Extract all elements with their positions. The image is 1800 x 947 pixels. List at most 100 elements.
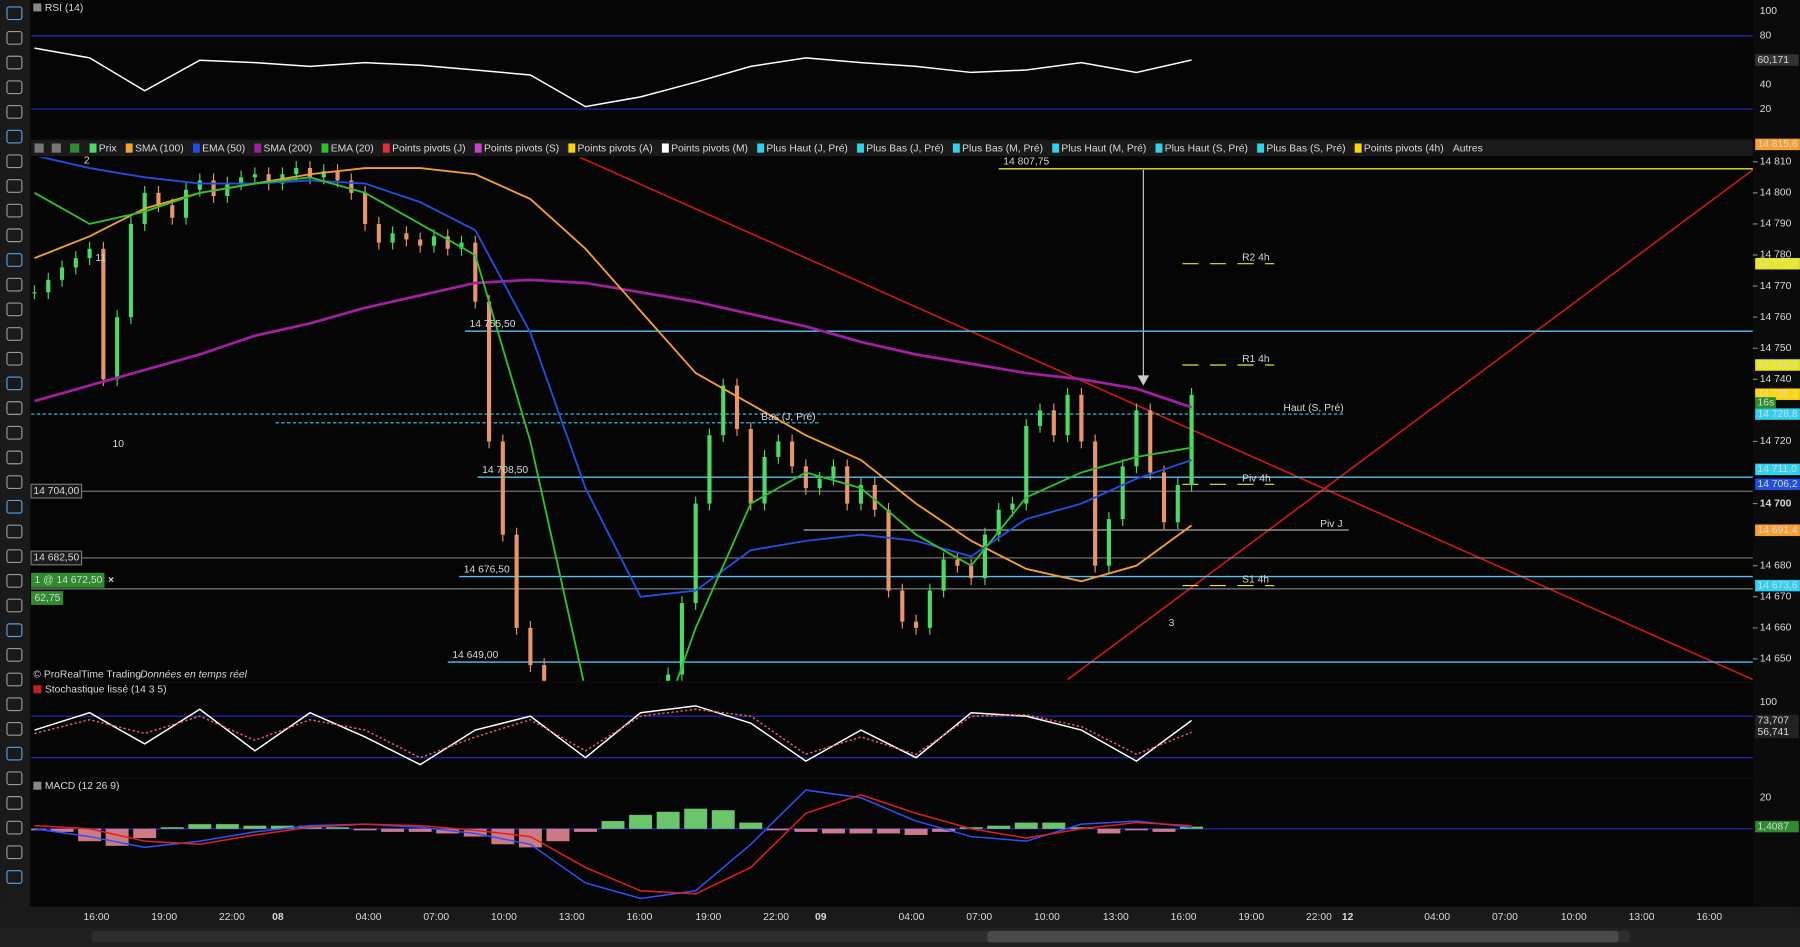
tool-button[interactable] (6, 327, 23, 341)
tool-button[interactable] (6, 771, 23, 786)
tool-button[interactable] (6, 277, 23, 292)
tool-button[interactable] (6, 450, 23, 465)
timer: 16s (1757, 398, 1774, 409)
legend-item[interactable]: Points pivots (M) (671, 143, 748, 154)
legend-item[interactable]: Points pivots (S) (484, 143, 559, 154)
tool-button[interactable] (6, 746, 23, 761)
tool-button[interactable] (6, 796, 23, 810)
legend-item[interactable]: Plus Haut (J, Pré) (766, 143, 848, 154)
legend-swatch[interactable] (1052, 143, 1060, 153)
legend-item[interactable]: Points pivots (A) (578, 143, 653, 154)
legend-swatch[interactable] (757, 143, 765, 153)
x-tick-label: 19:00 (1238, 912, 1264, 923)
legend-swatch[interactable] (568, 143, 576, 153)
legend-swatch[interactable] (661, 143, 669, 153)
tool-button[interactable] (6, 647, 23, 662)
tool-button[interactable] (6, 672, 23, 687)
tool-button[interactable] (6, 105, 23, 119)
legend-item[interactable]: Plus Bas (J, Pré) (866, 143, 943, 154)
x-tick-label: 07:00 (423, 912, 449, 923)
legend-icon (34, 143, 44, 153)
tool-button[interactable] (6, 302, 23, 317)
histogram-bar (353, 828, 377, 831)
tool-button[interactable] (6, 820, 23, 835)
timer-box (1755, 397, 1776, 409)
y-tick-label: 14 670 (1760, 592, 1792, 603)
histogram-bar (656, 811, 680, 829)
candle (707, 435, 712, 504)
legend-item[interactable]: Plus Bas (S, Pré) (1266, 143, 1345, 154)
candle (1148, 410, 1153, 473)
tool-button[interactable] (6, 598, 23, 613)
legend-item[interactable]: Points pivots (4h) (1364, 143, 1444, 154)
tool-button[interactable] (6, 129, 23, 144)
tool-button[interactable] (6, 6, 23, 21)
legend-item[interactable]: Prix (99, 143, 118, 154)
tool-button[interactable] (6, 499, 23, 514)
legend-swatch[interactable] (1354, 143, 1362, 153)
tool-button[interactable] (6, 253, 23, 267)
tool-button[interactable] (6, 524, 23, 539)
tool-button[interactable] (6, 228, 23, 243)
tool-button[interactable] (6, 722, 23, 736)
tool-button[interactable] (6, 623, 23, 638)
candle (1134, 410, 1139, 467)
legend-item[interactable]: Plus Haut (S, Pré) (1165, 143, 1248, 154)
tool-button[interactable] (6, 870, 23, 884)
candle (1106, 519, 1111, 566)
legend-swatch[interactable] (474, 143, 482, 153)
legend-swatch[interactable] (89, 143, 97, 153)
histogram-bar (932, 828, 956, 832)
legend-item[interactable]: Autres (1453, 143, 1483, 154)
tool-button[interactable] (6, 401, 23, 415)
legend-item[interactable]: SMA (200) (264, 143, 313, 154)
price-axis (1752, 0, 1800, 907)
legend-swatch[interactable] (952, 143, 960, 153)
legend-swatch[interactable] (125, 143, 133, 153)
candle (1051, 410, 1056, 436)
tool-button[interactable] (6, 351, 23, 366)
legend-item[interactable]: Plus Haut (M, Pré) (1061, 143, 1146, 154)
histogram-bar (1180, 826, 1204, 829)
candle (363, 192, 368, 224)
legend-swatch[interactable] (382, 143, 390, 153)
histogram-bar (408, 828, 432, 832)
legend-swatch[interactable] (254, 143, 262, 153)
tool-button[interactable] (6, 697, 23, 712)
scroll-thumb[interactable] (987, 930, 1619, 943)
tool-button[interactable] (6, 549, 23, 564)
legend-item[interactable]: SMA (100) (135, 143, 184, 154)
chart-layer: RSI (14) 100 80 40 20 60,171 14 650 14 660 14 67… (30, 3, 1800, 923)
tool-button[interactable] (6, 475, 23, 489)
tool-button[interactable] (6, 154, 23, 169)
order-label: 14 682,50 (33, 553, 79, 564)
tool-button[interactable] (6, 425, 23, 440)
tool-button[interactable] (6, 845, 23, 860)
tool-button[interactable] (6, 179, 23, 193)
candle (197, 180, 202, 190)
candle (831, 466, 836, 479)
tool-button[interactable] (6, 30, 23, 45)
pivot-label: R2 4h (1242, 253, 1270, 264)
candle (183, 189, 189, 218)
legend-swatch[interactable] (321, 143, 329, 153)
panel-title-box (33, 781, 42, 790)
tool-button[interactable] (6, 573, 23, 588)
legend-swatch[interactable] (1257, 143, 1265, 153)
histogram-bar (1152, 828, 1176, 832)
legend-item[interactable]: Plus Bas (M, Pré) (962, 143, 1043, 154)
tool-button[interactable] (6, 203, 23, 218)
candle (73, 258, 78, 268)
candle (101, 248, 106, 380)
legend-swatch[interactable] (857, 143, 864, 153)
legend-item[interactable]: EMA (50) (202, 143, 245, 154)
stochastic-plot (31, 705, 1753, 766)
tool-button[interactable] (6, 376, 23, 391)
legend-swatch[interactable] (1155, 143, 1163, 153)
legend-swatch[interactable] (192, 143, 200, 153)
legend-item[interactable]: EMA (20) (331, 143, 374, 154)
tool-button[interactable] (6, 80, 23, 95)
legend-item[interactable]: Points pivots (J) (392, 143, 465, 154)
candle (1079, 394, 1084, 442)
tool-button[interactable] (6, 55, 23, 70)
